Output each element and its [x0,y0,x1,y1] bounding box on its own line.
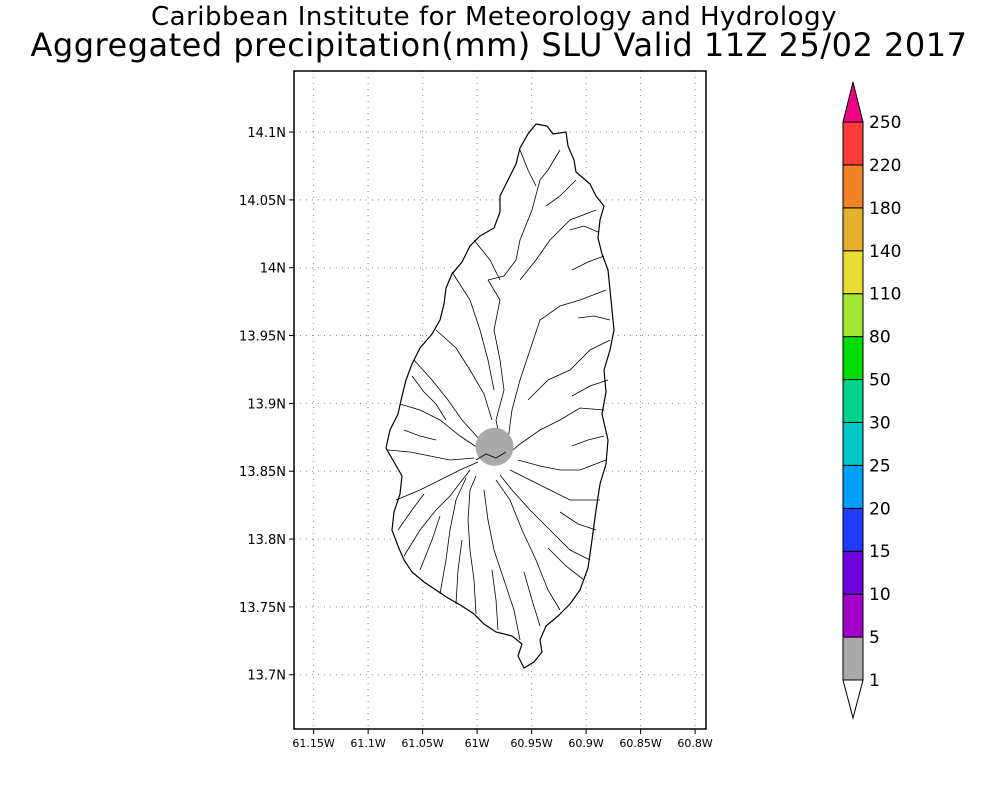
colorbar-level-label: 25 [869,456,891,476]
lat-tick-label: 13.75N [239,601,286,616]
colorbar-level-label: 20 [869,499,891,519]
island-coastline [385,123,615,669]
colorbar-level-label: 250 [869,113,901,133]
lat-tick-label: 14.05N [239,194,286,209]
colorbar-level-label: 80 [869,328,891,348]
colorbar-box [842,464,864,509]
watershed-lines [387,149,611,641]
colorbar-box [842,507,864,552]
colorbar-level-label: 5 [869,628,880,648]
colorbar-box [842,379,864,423]
colorbar-level-label: 180 [869,199,901,219]
lat-tick-label: 13.8N [247,533,286,548]
colorbar-box [842,250,864,295]
colorbar-box [842,293,864,338]
title-product: Aggregated precipitation(mm) SLU Valid 1… [30,26,968,64]
colorbar-level-label: 1 [869,671,880,691]
colorbar-level-label: 50 [869,371,891,391]
lon-tick-label: 61.05W [401,737,443,750]
colorbar-level-label: 110 [869,285,901,305]
colorbar-level-label: 10 [869,585,891,605]
colorbar-box [842,121,864,166]
lon-tick-label: 60.85W [619,737,661,750]
latitude-axis: 14.1N 14.05N 14N 13.95N 13.9N 13.85N 13.8N 13.7… [239,126,294,684]
colorbar-bottom-triangle [842,679,864,720]
lat-tick-label: 14N [260,262,286,277]
lon-tick-label: 61W [465,737,490,750]
lat-tick-label: 13.9N [247,397,286,412]
colorbar-box [842,164,864,209]
colorbar-level-label: 140 [869,242,901,262]
lon-tick-label: 61.15W [292,737,334,750]
precip-patch [475,427,514,466]
colorbar-box [842,550,864,595]
river-through-patch [475,451,507,461]
colorbar-box [842,421,864,466]
longitude-axis: 61.15W 61.1W 61.05W 61W 60.95W 60.9W 60.85W 60.… [292,729,713,750]
lon-tick-label: 60.8W [677,737,712,750]
colorbar-box [842,593,864,638]
map-frame [293,70,707,730]
colorbar-level-label: 220 [869,156,901,176]
island-saint-lucia [385,123,615,669]
colorbar-box [842,636,864,681]
colorbar-top-triangle [842,81,864,123]
lat-tick-label: 13.95N [239,330,286,345]
lon-tick-label: 60.95W [510,737,552,750]
lon-tick-label: 60.9W [568,737,603,750]
colorbar-level-label: 30 [869,413,891,433]
lon-tick-label: 61.1W [350,737,385,750]
colorbar-level-label: 15 [869,542,891,562]
colorbar-box [842,207,864,252]
title-institute: Caribbean Institute for Meteorology and … [151,2,837,32]
lat-tick-label: 13.85N [239,465,286,480]
lat-tick-label: 14.1N [247,126,286,141]
lat-tick-label: 13.7N [247,669,286,684]
colorbar-box [842,336,864,381]
